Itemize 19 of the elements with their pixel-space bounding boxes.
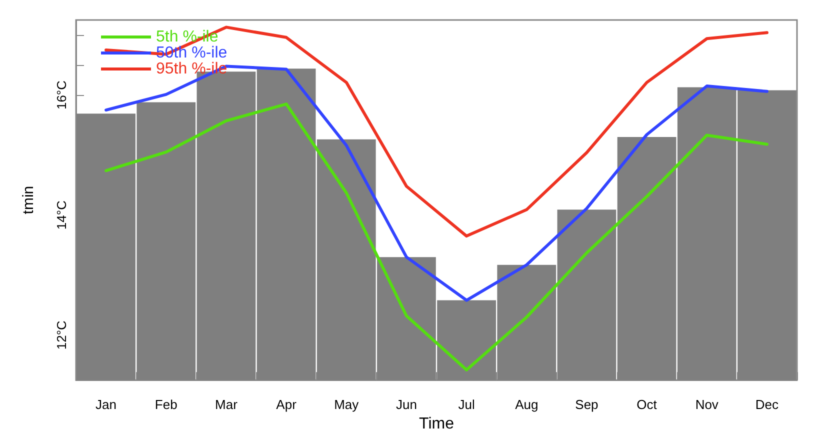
x-tick-label: Jan (96, 397, 117, 412)
x-tick-label: Dec (755, 397, 780, 412)
x-tick-label: Jul (458, 397, 475, 412)
x-tick-label: Mar (215, 397, 238, 412)
y-tick-label: 12°C (54, 320, 69, 350)
x-tick-label: Oct (636, 397, 658, 412)
line-series (104, 102, 768, 372)
x-tick-label: Aug (515, 397, 538, 412)
x-tick-label: Sep (575, 397, 598, 412)
line-series (104, 26, 768, 238)
x-tick-label: Jun (396, 397, 417, 412)
y-axis-title: tmin (20, 186, 37, 214)
x-axis-title: Time (419, 416, 454, 432)
x-tick-label: Apr (276, 397, 298, 412)
x-tick-label: Feb (154, 397, 178, 412)
y-tick-label: 16°C (54, 80, 69, 110)
x-tick-label: May (334, 397, 360, 412)
x-tick-label: Nov (695, 397, 719, 412)
y-tick-label: 14°C (54, 200, 69, 230)
